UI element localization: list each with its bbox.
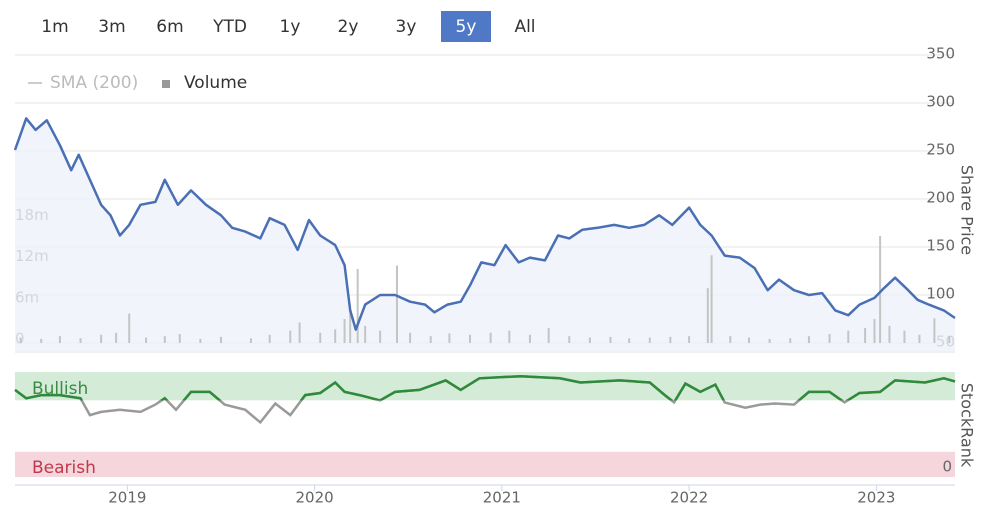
price-axis-title: Share Price	[958, 165, 977, 255]
volume-bar	[163, 336, 166, 343]
volume-bar	[100, 334, 103, 343]
volume-bar	[58, 336, 61, 343]
y-tick-label: 150	[926, 237, 955, 255]
volume-bar	[933, 318, 936, 343]
stockrank-axis-title: StockRank	[958, 383, 977, 468]
volume-bar	[249, 338, 252, 343]
y-tick-label: 100	[926, 285, 955, 303]
price-area	[15, 118, 955, 353]
volume-bar	[879, 236, 882, 343]
price-line	[13, 117, 956, 331]
volume-bar	[364, 325, 367, 343]
x-tick-label: 2023	[857, 489, 895, 507]
volume-bar	[789, 338, 792, 343]
bearish-band	[15, 451, 955, 477]
volume-bar	[40, 338, 43, 343]
volume-bar	[568, 336, 571, 343]
volume-bar	[343, 319, 346, 343]
selected-range-bg	[441, 11, 491, 42]
range-button[interactable]: 5y	[456, 17, 477, 37]
y-tick-label: 200	[926, 189, 955, 207]
volume-bar	[903, 330, 906, 343]
bullish-band	[15, 372, 955, 401]
y-tick-label: 300	[926, 93, 955, 111]
volume-bar	[199, 338, 202, 343]
range-button[interactable]: 3y	[396, 17, 417, 37]
x-tick-label: 2022	[670, 489, 708, 507]
volume-bar	[748, 337, 751, 343]
range-button[interactable]: All	[514, 17, 535, 37]
volume-bar	[609, 336, 612, 343]
x-tick-label: 2021	[483, 489, 521, 507]
volume-bar	[79, 338, 82, 343]
volume-bar	[508, 330, 511, 343]
volume-bar	[145, 337, 148, 343]
volume-bar	[807, 336, 810, 343]
y-tick-label: 250	[926, 141, 955, 159]
range-button[interactable]: 3m	[98, 17, 125, 37]
volume-bar	[448, 333, 451, 343]
volume-bar	[356, 268, 359, 343]
legend-item[interactable]: SMA (200)	[50, 73, 138, 93]
stockrank-line-bullish	[14, 374, 956, 401]
volume-bar	[19, 337, 22, 343]
volume-bar	[918, 334, 921, 343]
bearish-label: Bearish	[32, 458, 96, 478]
volume-bar	[334, 329, 337, 343]
volume-bar	[948, 336, 951, 343]
volume-bar	[729, 336, 732, 343]
volume-bar	[828, 334, 831, 343]
legend-item[interactable]: Volume	[184, 73, 247, 93]
y-tick-label: 350	[926, 45, 955, 63]
volume-bar	[547, 327, 550, 343]
volume-bar	[409, 332, 412, 343]
range-button[interactable]: 1y	[280, 17, 301, 37]
volume-bar	[768, 338, 771, 343]
volume-bar	[219, 336, 222, 343]
volume-bar	[888, 325, 891, 343]
range-button[interactable]: 2y	[338, 17, 359, 37]
volume-bar	[319, 332, 322, 343]
volume-bar	[429, 336, 432, 343]
volume-bar	[349, 310, 352, 343]
volume-bar	[395, 265, 398, 343]
x-tick-label: 2019	[108, 489, 146, 507]
volume-bar	[710, 255, 713, 343]
volume-bar	[115, 332, 118, 343]
volume-bar	[588, 337, 591, 343]
volume-bar	[469, 334, 472, 343]
volume-bar	[847, 330, 850, 343]
range-button[interactable]: 1m	[41, 17, 68, 37]
range-button[interactable]: 6m	[156, 17, 183, 37]
volume-bar	[268, 334, 271, 343]
legend-square-symbol	[162, 80, 170, 88]
volume-bar	[864, 327, 867, 343]
volume-bar	[178, 334, 181, 343]
volume-bar	[379, 330, 382, 343]
volume-bar	[873, 319, 876, 343]
volume-bar	[289, 330, 292, 343]
volume-bar	[648, 337, 651, 343]
range-button[interactable]: YTD	[212, 17, 247, 37]
volume-bar	[489, 332, 492, 343]
x-tick-label: 2020	[296, 489, 334, 507]
volume-bar	[688, 336, 691, 343]
volume-bar	[706, 288, 709, 343]
volume-bar	[628, 338, 631, 343]
volume-bar	[669, 336, 672, 343]
volume-bar	[128, 313, 131, 343]
stockrank-tick-label: 0	[942, 458, 952, 476]
volume-bar	[298, 322, 301, 343]
volume-bar	[528, 334, 531, 343]
